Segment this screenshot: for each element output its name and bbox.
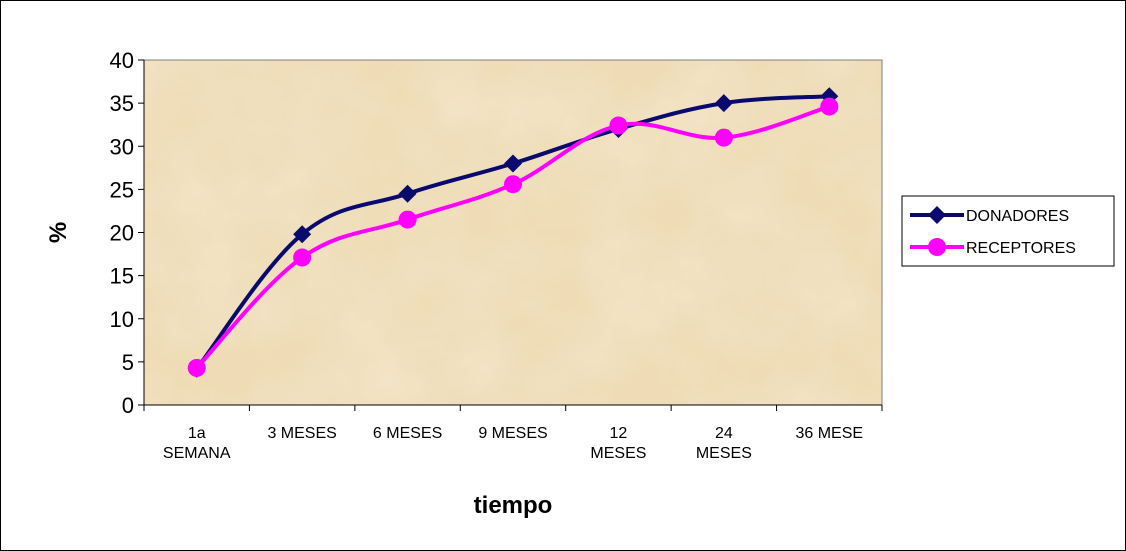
y-tick-label: 25 [110,177,134,202]
x-tick-label: 9 MESES [478,425,547,442]
data-point-receptores [293,248,312,267]
data-point-receptores [820,97,839,116]
plot-area-texture [144,60,882,405]
series-receptores [187,97,839,377]
x-tick-label: 1a SEMANA [163,425,231,462]
x-tick-label: 12 MESES [590,425,646,462]
data-point-receptores [398,210,417,229]
y-axis-title: % [45,222,72,243]
x-tick-label: 3 MESES [267,425,336,442]
x-axis-title: tiempo [474,492,553,519]
y-tick-label: 10 [110,307,134,332]
legend-marker-donadores [928,206,946,224]
legend-marker-receptores [928,238,946,256]
data-point-donadores [293,225,312,244]
y-tick-label: 30 [110,134,134,159]
x-tick-label: 6 MESES [373,425,442,442]
data-point-receptores [187,358,206,377]
data-point-receptores [714,128,733,147]
x-tick-label: 24 MESES [696,425,752,462]
axes: 0 5 10 15 20 25 30 35 40 1a SEMANA 3 MESES 6 MESES 9 … [110,48,883,462]
legend: DONADORES RECEPTORES [901,195,1115,267]
data-point-donadores [398,184,417,203]
legend-label-donadores: DONADORES [966,208,1069,225]
legend-label-receptores: RECEPTORES [966,240,1076,257]
y-tick-label: 35 [110,91,134,116]
data-point-receptores [609,116,628,135]
y-tick-label: 15 [110,264,134,289]
data-point-receptores [504,175,522,194]
x-tick-label: 36 MESE [795,425,863,442]
data-point-donadores [714,94,733,113]
y-tick-label: 20 [110,221,134,246]
series-layer [187,87,839,378]
y-tick-label: 5 [122,350,134,375]
y-tick-label: 40 [110,48,134,73]
data-point-donadores [504,154,522,173]
y-tick-label: 0 [122,393,134,418]
